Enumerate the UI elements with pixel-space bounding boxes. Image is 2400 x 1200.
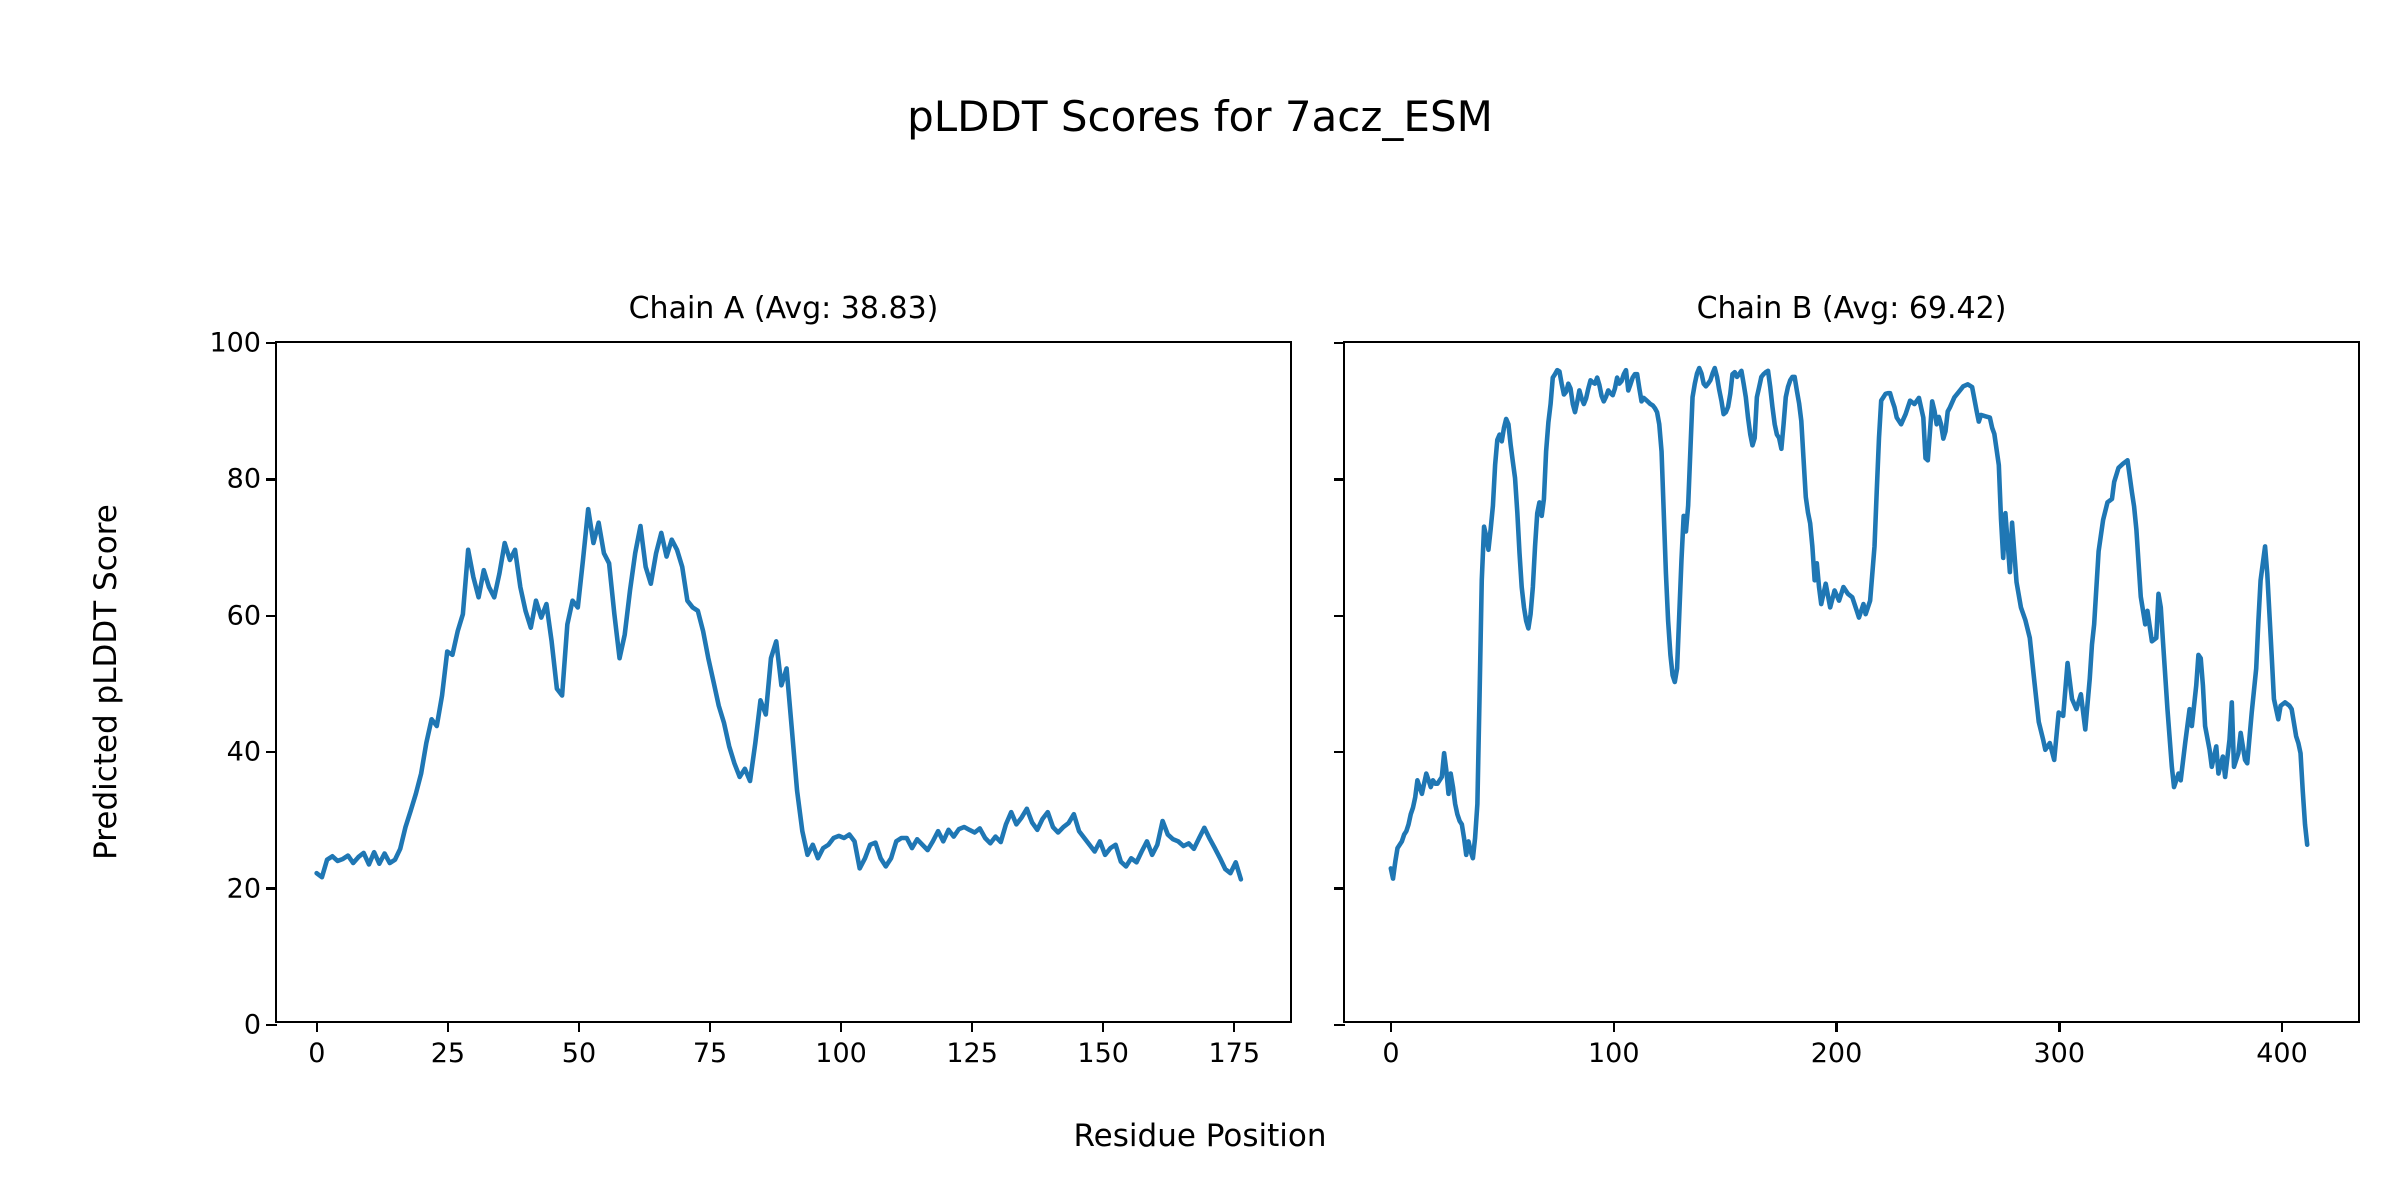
x-tick-label: 150 — [1077, 1038, 1129, 1069]
y-tick-mark — [266, 750, 277, 754]
x-tick-label: 0 — [1382, 1038, 1400, 1069]
y-tick-mark — [1334, 1023, 1345, 1027]
x-tick-label: 75 — [692, 1038, 728, 1069]
x-tick-mark — [1101, 1021, 1105, 1032]
subplot-chain-a: Chain A (Avg: 38.83) 0 25 50 75 100 125 150 175… — [209, 291, 1292, 1069]
x-axis-label: Residue Position — [1073, 1118, 1327, 1154]
plddt-line-chain-a — [314, 506, 1244, 882]
x-tick-label: 125 — [946, 1038, 998, 1069]
y-tick-mark — [1334, 614, 1345, 618]
y-tick-mark — [266, 887, 277, 890]
x-tick-mark — [1835, 1021, 1838, 1032]
x-tick-label: 25 — [430, 1038, 466, 1069]
y-axis-label: Predicted pLDDT Score — [88, 504, 124, 860]
x-tick-label: 400 — [2256, 1038, 2308, 1069]
y-tick-mark — [1334, 341, 1345, 345]
x-tick-label: 100 — [1587, 1038, 1640, 1069]
y-tick-label: 80 — [226, 463, 261, 495]
x-tick-label: 200 — [1810, 1038, 1863, 1069]
y-tick-mark — [266, 478, 277, 481]
y-tick-mark — [1334, 887, 1345, 890]
y-tick-label: 60 — [226, 600, 261, 632]
chain-a-plot-area — [314, 506, 1244, 882]
y-tick-label: 40 — [226, 736, 261, 768]
x-tick-mark — [970, 1021, 974, 1032]
y-tick-mark — [266, 1023, 277, 1027]
x-tick-label: 50 — [561, 1038, 597, 1069]
x-tick-mark — [577, 1021, 581, 1032]
x-tick-mark — [446, 1021, 450, 1032]
y-tick-mark — [266, 614, 277, 618]
x-tick-mark — [839, 1021, 843, 1032]
subplot-chain-a-title: Chain A (Avg: 38.83) — [628, 291, 939, 326]
x-tick-mark — [708, 1021, 712, 1032]
y-tick-mark — [1334, 750, 1345, 754]
plddt-line-chain-b — [1388, 365, 2310, 881]
x-tick-mark — [2058, 1021, 2061, 1032]
x-tick-mark — [1389, 1021, 1393, 1032]
y-tick-mark — [266, 341, 277, 345]
chain-b-plot-area — [1388, 365, 2310, 881]
x-tick-mark — [1232, 1021, 1236, 1032]
x-tick-label: 0 — [308, 1038, 326, 1069]
figure-title: pLDDT Scores for 7acz_ESM — [907, 92, 1493, 141]
y-tick-mark — [1334, 478, 1345, 481]
y-tick-label: 100 — [209, 327, 261, 359]
subplot-chain-b: Chain B (Avg: 69.42) 0 100 200 300 400 — [1334, 291, 2360, 1069]
x-tick-mark — [2280, 1021, 2284, 1032]
x-tick-label: 175 — [1208, 1038, 1261, 1069]
y-tick-label: 20 — [226, 873, 261, 905]
x-tick-mark — [315, 1021, 319, 1032]
x-tick-label: 100 — [815, 1038, 867, 1069]
x-tick-mark — [1612, 1021, 1615, 1032]
x-tick-label: 300 — [2033, 1038, 2086, 1069]
subplot-chain-b-title: Chain B (Avg: 69.42) — [1696, 291, 2007, 326]
y-tick-label: 0 — [243, 1009, 261, 1041]
